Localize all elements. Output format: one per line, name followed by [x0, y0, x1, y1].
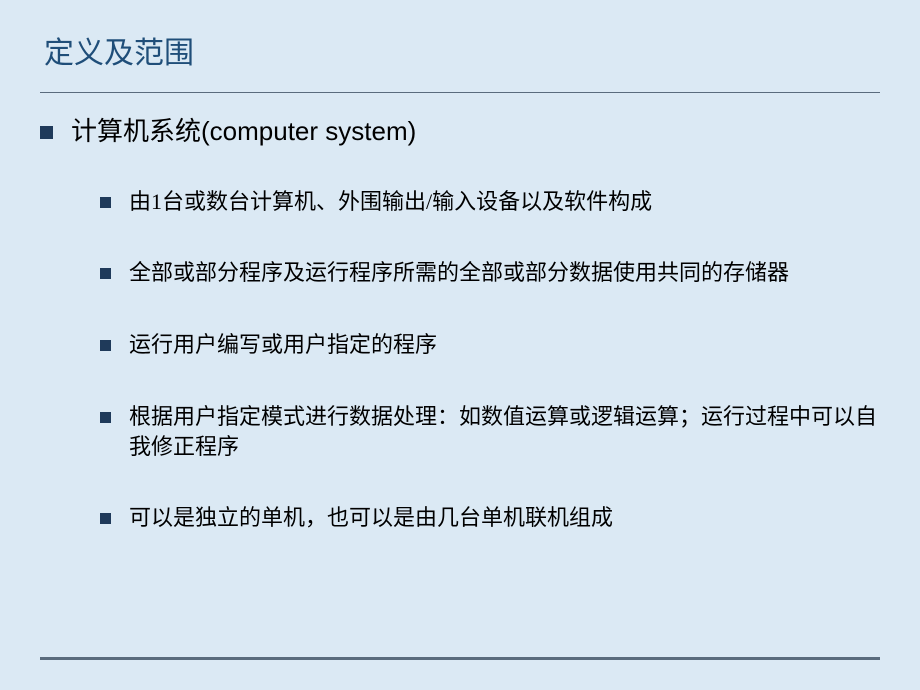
square-bullet-icon	[100, 412, 111, 423]
divider-top	[40, 92, 880, 93]
sub-list-item: 可以是独立的单机，也可以是由几台单机联机组成	[100, 503, 880, 533]
slide-container: 定义及范围 计算机系统(computer system) 由1台或数台计算机、外…	[0, 0, 920, 690]
sub-item-text: 运行用户编写或用户指定的程序	[129, 330, 437, 360]
sub-item-text: 全部或部分程序及运行程序所需的全部或部分数据使用共同的存储器	[129, 258, 789, 288]
sub-list-item: 全部或部分程序及运行程序所需的全部或部分数据使用共同的存储器	[100, 258, 880, 288]
main-item-text: 计算机系统(computer system)	[71, 115, 416, 149]
sub-list-item: 运行用户编写或用户指定的程序	[100, 330, 880, 360]
square-bullet-icon	[100, 340, 111, 351]
square-bullet-icon	[40, 126, 53, 139]
divider-bottom	[40, 657, 880, 660]
square-bullet-icon	[100, 268, 111, 279]
square-bullet-icon	[100, 197, 111, 208]
sub-list-item: 根据用户指定模式进行数据处理：如数值运算或逻辑运算；运行过程中可以自我修正程序	[100, 402, 880, 461]
slide-title: 定义及范围	[40, 28, 880, 72]
square-bullet-icon	[100, 513, 111, 524]
sub-list-item: 由1台或数台计算机、外围输出/输入设备以及软件构成	[100, 187, 880, 217]
sub-item-text: 根据用户指定模式进行数据处理：如数值运算或逻辑运算；运行过程中可以自我修正程序	[129, 402, 880, 461]
sub-item-text: 可以是独立的单机，也可以是由几台单机联机组成	[129, 503, 613, 533]
sub-list: 由1台或数台计算机、外围输出/输入设备以及软件构成 全部或部分程序及运行程序所需…	[40, 187, 880, 533]
main-list-item: 计算机系统(computer system)	[40, 115, 880, 149]
sub-item-text: 由1台或数台计算机、外围输出/输入设备以及软件构成	[129, 187, 652, 217]
